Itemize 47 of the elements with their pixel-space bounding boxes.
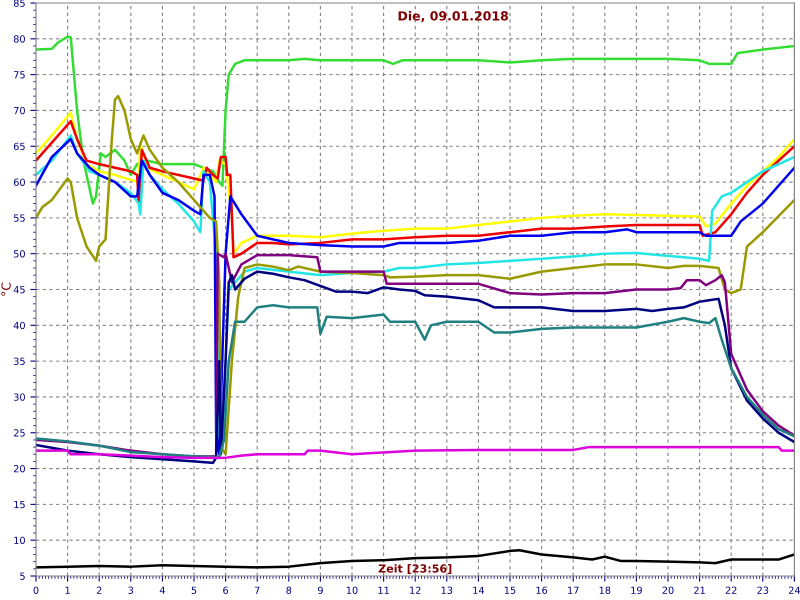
- line-series: [36, 304, 794, 458]
- text: Die, 09.01.2018: [398, 10, 508, 22]
- y-tick-label: 75: [14, 71, 25, 78]
- y-tick-label: 50: [14, 250, 25, 258]
- x-tick-label: 14: [473, 586, 484, 594]
- x-tick-label: 7: [254, 586, 260, 594]
- y-tick-label: 30: [14, 393, 25, 401]
- x-tick-label: 21: [694, 586, 705, 594]
- y-tick-label: 5: [20, 572, 25, 580]
- y-tick-label: 35: [14, 358, 25, 365]
- x-tick-label: 9: [318, 586, 323, 594]
- x-tick-label: 16: [536, 586, 548, 594]
- y-tick-label: 80: [14, 35, 25, 43]
- y-tick-label: 60: [14, 178, 25, 186]
- x-tick-label: 17: [568, 586, 579, 594]
- x-tick-label: 23: [757, 586, 768, 594]
- x-tick-label: 3: [128, 586, 134, 594]
- y-tick-label: 20: [14, 465, 25, 472]
- x-tick-label: 2: [96, 586, 102, 594]
- y-tick-label: 70: [14, 106, 25, 114]
- y-tick-label: 40: [14, 322, 25, 330]
- x-tick-label: 13: [442, 586, 452, 594]
- x-tick-label: 24: [788, 586, 800, 594]
- x-tick-label: 11: [378, 586, 389, 594]
- y-tick-label: 65: [14, 142, 25, 150]
- x-tick-label: 10: [346, 586, 358, 594]
- x-tick-label: 8: [286, 586, 292, 594]
- x-tick-label: 4: [160, 586, 165, 594]
- y-tick-label: 25: [14, 429, 25, 437]
- y-tick-label: 10: [14, 536, 25, 544]
- x-tick-label: 5: [192, 586, 196, 594]
- x-tick-label: 1: [66, 586, 70, 594]
- x-tick-label: 6: [223, 586, 228, 594]
- x-tick-label: 0: [34, 586, 38, 594]
- x-tick-label: 12: [410, 586, 420, 594]
- x-tick-label: 19: [631, 586, 642, 594]
- x-tick-label: 18: [600, 586, 610, 594]
- y-axis-title: °C: [1, 282, 11, 296]
- x-tick-label: 15: [504, 586, 516, 594]
- annotation: Zeit [23:56]: [378, 564, 452, 574]
- y-tick-label: 45: [14, 286, 25, 294]
- y-tick-label: 15: [14, 500, 25, 508]
- x-tick-label: 20: [662, 586, 674, 594]
- line-series: [36, 446, 794, 460]
- x-tick-label: 22: [726, 586, 736, 594]
- line-series: [36, 35, 794, 205]
- y-tick-label: 55: [14, 214, 25, 222]
